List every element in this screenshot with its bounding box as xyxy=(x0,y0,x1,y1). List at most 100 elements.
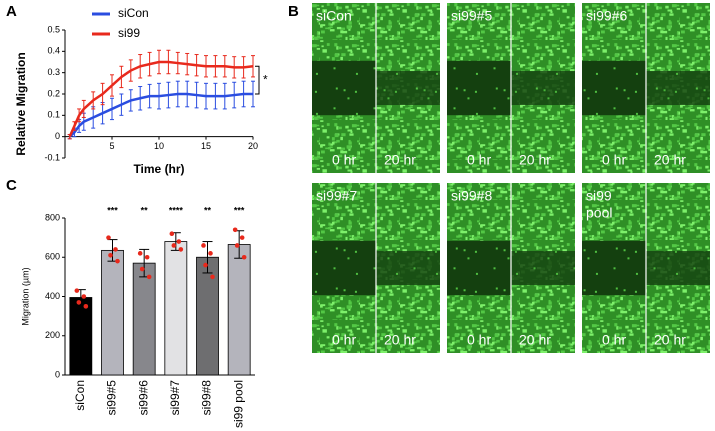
significance: ** xyxy=(141,205,149,215)
bar xyxy=(164,241,188,376)
time-label: 20 hr xyxy=(654,152,686,168)
data-point xyxy=(232,227,238,233)
data-point xyxy=(201,243,206,248)
line xyxy=(68,60,254,138)
wound-gap xyxy=(582,60,646,116)
time-label: 0 hr xyxy=(332,152,356,168)
x-tick-label: si99#8 xyxy=(200,380,214,416)
legend-label: si99 xyxy=(118,26,140,40)
wound-gap xyxy=(582,240,646,296)
x-tick-label: 20 xyxy=(248,141,258,151)
y-tick-label: 400 xyxy=(45,291,60,301)
image-label: pool xyxy=(586,205,612,221)
y-tick-label: -0.1 xyxy=(44,152,60,162)
bar xyxy=(196,256,219,376)
data-point xyxy=(83,304,89,309)
data-point xyxy=(144,254,150,260)
data-point xyxy=(234,243,240,248)
y-tick-label: 800 xyxy=(45,212,60,222)
line xyxy=(68,92,253,138)
data-point xyxy=(139,266,145,272)
wound-gap xyxy=(312,60,376,116)
panel-label: B xyxy=(288,3,299,20)
x-axis-label: Time (hr) xyxy=(133,162,184,176)
time-label: 20 hr xyxy=(519,332,551,348)
y-axis-label: Relative Migration xyxy=(14,52,28,155)
time-label: 0 hr xyxy=(602,152,626,168)
image-label: siCon xyxy=(316,8,352,24)
data-point xyxy=(178,247,184,252)
wound-gap xyxy=(511,71,575,105)
wound-gap xyxy=(447,60,511,116)
significance: ** xyxy=(204,205,212,215)
data-point xyxy=(113,247,118,252)
x-tick-label: si99 pool xyxy=(231,380,245,428)
time-label: 0 hr xyxy=(467,152,491,168)
image-label: si99#6 xyxy=(586,8,627,24)
y-tick-label: 0.3 xyxy=(47,67,60,77)
y-tick-label: 600 xyxy=(45,252,60,262)
wound-gap xyxy=(646,71,710,105)
image-label: si99#8 xyxy=(451,188,492,204)
significance: **** xyxy=(169,205,184,215)
wound-gap xyxy=(376,71,440,105)
data-point xyxy=(74,288,80,293)
data-point xyxy=(137,251,143,256)
wound-gap xyxy=(511,251,575,285)
bar xyxy=(101,249,124,376)
x-tick-label: siCon xyxy=(73,380,87,411)
image-label: si99#7 xyxy=(316,188,357,204)
time-label: 20 hr xyxy=(519,152,551,168)
data-point xyxy=(81,294,87,299)
x-tick-label: 5 xyxy=(109,141,114,151)
data-point xyxy=(210,274,215,280)
time-label: 0 hr xyxy=(602,332,626,348)
x-tick-label: si99#6 xyxy=(136,380,150,416)
data-point xyxy=(76,300,82,305)
legend-label: siCon xyxy=(118,6,149,20)
data-point xyxy=(176,239,182,244)
data-point xyxy=(115,258,120,264)
data-point xyxy=(203,262,208,268)
image-label: si99 xyxy=(586,188,612,204)
data-point xyxy=(146,274,152,280)
y-tick-label: 0 xyxy=(55,131,60,141)
bracket xyxy=(255,65,260,95)
wound-gap xyxy=(376,251,440,285)
panel-label: A xyxy=(6,3,17,20)
time-label: 0 hr xyxy=(467,332,491,348)
bar xyxy=(132,262,156,376)
significance: *** xyxy=(107,205,118,215)
y-tick-label: 0 xyxy=(55,369,60,379)
data-point xyxy=(239,235,245,240)
time-label: 20 hr xyxy=(384,332,416,348)
x-tick-label: si99#5 xyxy=(105,380,119,416)
y-axis-label: Migration (µm) xyxy=(20,267,30,325)
y-tick-label: 0.1 xyxy=(47,110,60,120)
y-tick-label: 0.4 xyxy=(47,46,60,56)
bar xyxy=(69,297,93,376)
y-tick-label: 200 xyxy=(45,330,60,340)
data-point xyxy=(208,251,213,256)
x-tick-label: 15 xyxy=(201,141,211,151)
annotation: * xyxy=(263,72,268,86)
y-tick-label: 0.5 xyxy=(47,24,60,34)
time-label: 0 hr xyxy=(332,332,356,348)
bar xyxy=(227,244,251,376)
data-point xyxy=(171,243,177,248)
y-tick-label: 0.2 xyxy=(47,88,60,98)
data-point xyxy=(169,231,175,236)
wound-gap xyxy=(646,251,710,285)
data-point xyxy=(241,254,247,260)
image-label: si99#5 xyxy=(451,8,492,24)
time-label: 20 hr xyxy=(654,332,686,348)
significance: *** xyxy=(234,205,245,215)
panel-label: C xyxy=(6,177,17,194)
wound-gap xyxy=(312,240,376,296)
x-tick-label: 10 xyxy=(154,141,164,151)
data-point xyxy=(108,252,113,258)
data-point xyxy=(106,235,111,240)
time-label: 20 hr xyxy=(384,152,416,168)
wound-gap xyxy=(447,240,511,296)
